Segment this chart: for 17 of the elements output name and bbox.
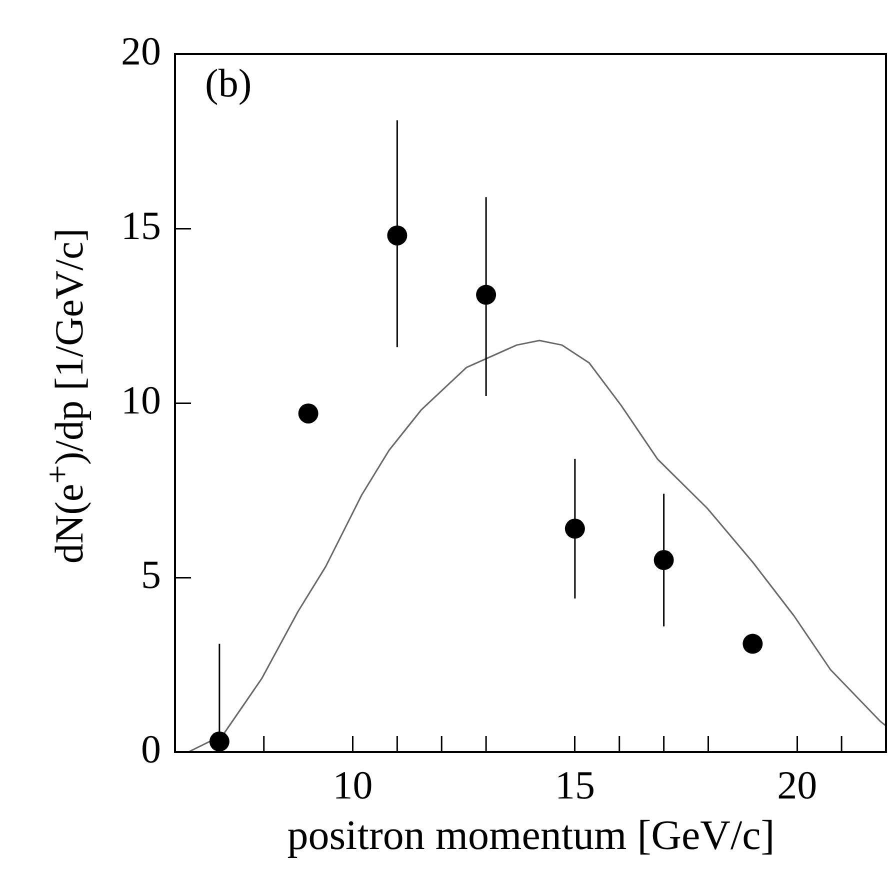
point [209,732,230,752]
annotation: (b) [205,60,252,106]
y-tick-label: 10 [121,378,161,422]
y-tick-label: 20 [121,28,161,74]
point [298,403,318,424]
y-tick-label: 5 [141,552,161,597]
point [654,550,674,570]
y-tick-label: 0 [141,726,161,772]
x-axis-title: positron momentum [GeV/c] [287,812,775,860]
x-tick-label: 20 [777,762,818,808]
x-tick-label: 15 [554,762,595,808]
point [564,518,585,539]
point [387,225,408,246]
point [476,284,496,305]
x-tick-label: 10 [332,762,373,808]
y-tick-label: 15 [121,203,161,248]
point [742,634,763,654]
